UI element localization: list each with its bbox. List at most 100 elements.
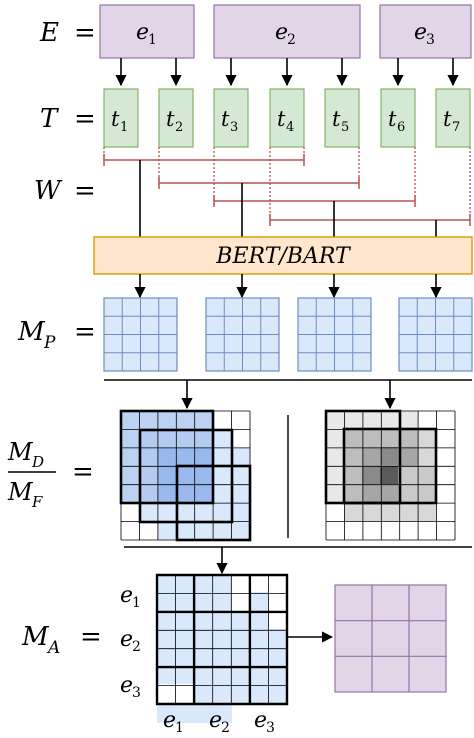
window-1 [103, 154, 305, 166]
svg-text:2: 2 [175, 120, 183, 135]
svg-text:=: = [74, 104, 96, 134]
token-box-t5 [324, 88, 360, 148]
svg-text:F: F [31, 493, 43, 511]
svg-text:1: 1 [132, 595, 141, 611]
entity-box-e2 [213, 4, 361, 59]
svg-text:=: = [74, 317, 96, 347]
svg-text:e: e [275, 20, 288, 45]
ma-col-labels: e1 e2 e3 [163, 708, 275, 736]
ma-col-label-e1: e1 [163, 708, 184, 736]
entity-box-e1 [99, 4, 195, 59]
svg-text:1: 1 [120, 120, 128, 135]
encoder-block: BERT/BART [93, 236, 473, 275]
ma-row-label-e3: e3 [120, 673, 141, 701]
md-matrix [119, 409, 252, 542]
token-box-t7 [435, 88, 471, 148]
svg-text:e: e [209, 708, 222, 733]
token-box-t3 [213, 88, 249, 148]
label-E: E = [39, 18, 96, 48]
svg-text:2: 2 [287, 32, 296, 48]
svg-text:D: D [31, 453, 44, 471]
label-MA: M A = [21, 622, 102, 658]
entity-label-e3: e3 [414, 20, 435, 48]
svg-text:e: e [120, 583, 133, 608]
ma-row-labels: e1 e2 e3 [120, 583, 141, 701]
entity-label-e1: e1 [136, 20, 157, 48]
svg-text:T: T [40, 104, 59, 134]
svg-text:M: M [7, 438, 34, 466]
entity-boxes: e1 e2 e3 [99, 4, 472, 59]
svg-text:3: 3 [132, 685, 141, 701]
svg-text:4: 4 [286, 120, 294, 135]
svg-text:t: t [221, 107, 230, 131]
svg-text:t: t [166, 107, 175, 131]
svg-text:2: 2 [132, 639, 141, 655]
mp-matrix-2 [205, 297, 280, 372]
mp-divider [104, 379, 472, 410]
window-3 [213, 195, 416, 207]
svg-text:M: M [17, 317, 46, 347]
svg-text:1: 1 [148, 32, 157, 48]
svg-text:M: M [21, 622, 50, 652]
svg-text:3: 3 [266, 720, 275, 736]
svg-text:=: = [80, 622, 102, 652]
token-box-t2 [158, 88, 194, 148]
ma-row-label-e2: e2 [120, 627, 141, 655]
svg-text:e: e [120, 673, 133, 698]
label-W: W = [34, 176, 96, 206]
svg-text:=: = [74, 18, 96, 48]
entity-box-e3 [379, 4, 472, 59]
ma-matrix [155, 573, 289, 723]
svg-text:e: e [254, 708, 267, 733]
svg-text:e: e [163, 708, 176, 733]
entity-label-e2: e2 [275, 20, 296, 48]
token-box-t1 [103, 88, 139, 148]
window-2 [158, 177, 360, 189]
svg-text:=: = [72, 457, 94, 487]
sliding-windows [103, 147, 471, 237]
svg-text:7: 7 [452, 120, 460, 135]
mp-matrix-1 [103, 297, 178, 372]
token-box-t6 [380, 88, 416, 148]
svg-text:e: e [136, 20, 149, 45]
mp-matrices [103, 297, 473, 372]
svg-text:t: t [332, 107, 341, 131]
label-T: T = [40, 104, 96, 134]
svg-text:W: W [34, 176, 63, 206]
svg-text:2: 2 [221, 720, 230, 736]
window-4 [269, 214, 471, 226]
entity-token-arrows [115, 58, 459, 87]
svg-text:e: e [120, 627, 133, 652]
label-MP: M P = [17, 317, 96, 353]
label-MD-MF: M D M F = [7, 438, 94, 511]
ma-col-label-e2: e2 [209, 708, 230, 736]
mf-matrix [324, 409, 456, 541]
svg-text:t: t [443, 107, 452, 131]
svg-text:5: 5 [341, 120, 349, 135]
svg-text:t: t [277, 107, 286, 131]
token-box-t4 [269, 88, 305, 148]
svg-text:M: M [7, 478, 34, 506]
svg-text:6: 6 [397, 120, 405, 135]
svg-text:3: 3 [426, 32, 435, 48]
encoder-label: BERT/BART [215, 244, 352, 269]
svg-text:3: 3 [230, 120, 238, 135]
svg-text:E: E [39, 18, 59, 48]
encoder-matrix-arrows [134, 274, 442, 299]
ma-col-label-e3: e3 [254, 708, 275, 736]
mp-matrix-4 [398, 297, 473, 372]
svg-text:A: A [46, 638, 60, 658]
svg-text:P: P [43, 333, 56, 353]
svg-text:1: 1 [175, 720, 184, 736]
svg-text:=: = [74, 176, 96, 206]
ma-row-label-e1: e1 [120, 583, 141, 611]
md-divider [124, 546, 472, 575]
